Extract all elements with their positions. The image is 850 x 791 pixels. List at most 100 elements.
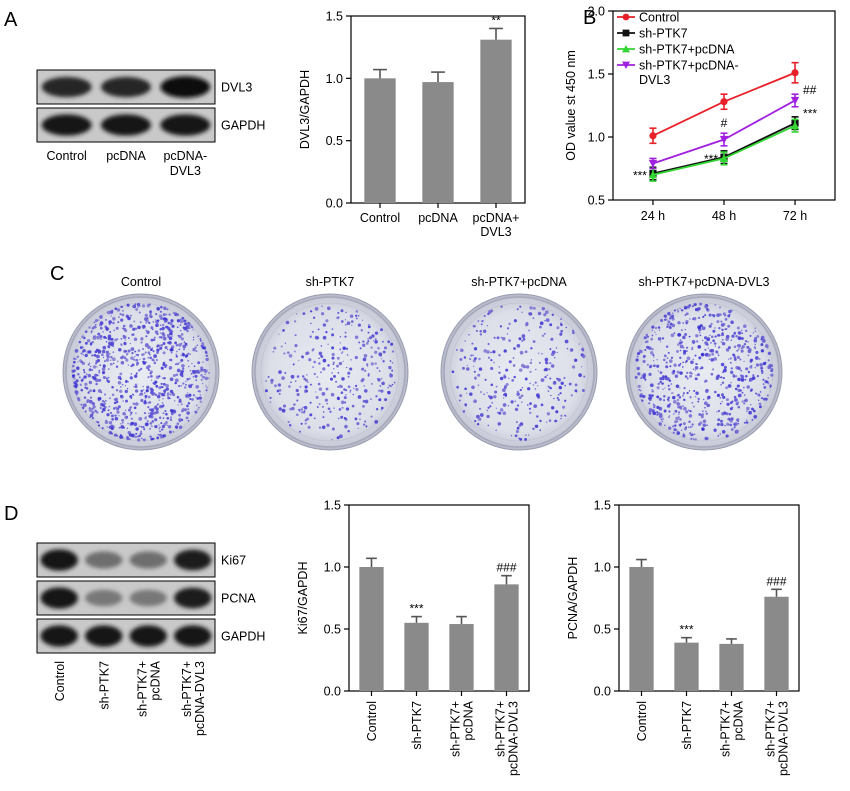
colony-dot xyxy=(365,342,369,345)
colony-dot xyxy=(721,412,725,416)
colony-dot xyxy=(79,383,82,386)
colony-dot xyxy=(388,365,392,370)
colony-dot xyxy=(769,364,773,368)
colony-dot xyxy=(134,327,138,330)
colony-dot xyxy=(171,335,173,337)
colony-dot xyxy=(343,396,347,400)
colony-dot xyxy=(684,426,688,429)
colony-dot xyxy=(112,316,116,321)
colony-dot xyxy=(477,373,481,377)
colony-dot xyxy=(180,358,184,362)
colony-dot xyxy=(342,346,346,351)
colony-dot xyxy=(691,433,694,436)
colony-dot xyxy=(160,366,164,370)
colony-dot xyxy=(306,374,308,376)
marker-circle xyxy=(720,98,728,106)
colony-dot xyxy=(337,311,340,314)
colony-dot xyxy=(516,308,519,311)
colony-dot xyxy=(530,347,533,350)
colony-dot xyxy=(94,355,97,358)
colony-dot xyxy=(318,357,320,360)
colony-dot xyxy=(680,341,683,344)
colony-dot xyxy=(138,369,141,372)
colony-dot xyxy=(318,426,322,429)
colony-dot xyxy=(145,335,148,338)
colony-dot xyxy=(101,367,106,371)
colony-dot xyxy=(74,390,79,395)
colony-dot xyxy=(692,368,695,370)
colony-dot xyxy=(682,434,686,438)
panel-letter-c: C xyxy=(50,263,64,285)
colony-dot xyxy=(180,333,184,336)
colony-dot xyxy=(351,324,353,326)
colony-dot xyxy=(133,422,138,427)
colony-dot xyxy=(146,420,149,423)
colony-dot xyxy=(304,385,308,389)
colony-dot xyxy=(126,415,128,418)
colony-dot xyxy=(332,363,335,365)
colony-dot xyxy=(653,404,656,407)
colony-dot xyxy=(676,402,681,406)
colony-dot xyxy=(114,414,117,417)
colony-dot xyxy=(304,378,309,382)
colony-dot xyxy=(99,406,103,410)
colony-dot xyxy=(574,358,578,362)
colony-dot xyxy=(188,377,191,380)
colony-dot xyxy=(370,398,372,400)
colony-dot xyxy=(532,317,535,319)
colony-dot xyxy=(712,314,716,318)
colony-dot xyxy=(140,367,143,370)
colony-dot xyxy=(477,384,480,387)
colony-dot xyxy=(727,314,731,318)
colony-dot xyxy=(725,348,730,352)
colony-dot xyxy=(163,321,166,323)
colony-dot xyxy=(126,303,130,307)
colony-dot xyxy=(185,320,187,322)
colony-dot xyxy=(302,406,304,409)
colony-dot xyxy=(131,352,134,355)
colony-dot xyxy=(349,389,352,392)
colony-dot xyxy=(332,361,336,364)
colony-dot xyxy=(152,359,155,362)
colony-dot xyxy=(574,383,578,387)
colony-dot xyxy=(144,394,148,398)
colony-dot xyxy=(737,423,740,425)
colony-dot xyxy=(648,412,652,415)
colony-dot xyxy=(73,381,77,385)
colony-dot xyxy=(720,341,723,343)
colony-dot xyxy=(165,412,168,416)
colony-dot xyxy=(174,381,177,385)
colony-dot xyxy=(478,407,482,410)
colony-dot xyxy=(657,370,660,372)
marker-triangle-down xyxy=(719,135,729,144)
colony-dot xyxy=(750,366,752,369)
colony-dot xyxy=(372,340,375,342)
colony-dot xyxy=(528,407,531,410)
colony-dot xyxy=(760,397,763,400)
colony-dot xyxy=(199,337,202,340)
colony-dot xyxy=(156,403,159,406)
colony-dot xyxy=(687,426,690,428)
colony-dot xyxy=(705,410,707,413)
colony-dot xyxy=(713,342,717,345)
colony-dot xyxy=(751,376,756,380)
colony-dot xyxy=(391,369,394,372)
colony-dot xyxy=(153,354,157,358)
x-tick-label: 24 h xyxy=(641,209,665,223)
colony-dot xyxy=(127,364,129,366)
colony-dot xyxy=(137,325,141,330)
colony-dot xyxy=(560,381,564,385)
colony-dot xyxy=(205,357,209,362)
colony-dot xyxy=(528,434,530,436)
colony-dot xyxy=(172,430,175,433)
colony-dot xyxy=(194,374,198,378)
colony-dot xyxy=(558,385,563,390)
colony-dot xyxy=(105,419,107,422)
colony-dot xyxy=(744,378,747,381)
colony-dot xyxy=(345,311,347,314)
colony-dot xyxy=(730,381,732,384)
colony-dot xyxy=(656,413,659,416)
bar xyxy=(364,78,396,203)
colony-dot xyxy=(331,427,335,431)
colony-dot xyxy=(200,368,204,372)
